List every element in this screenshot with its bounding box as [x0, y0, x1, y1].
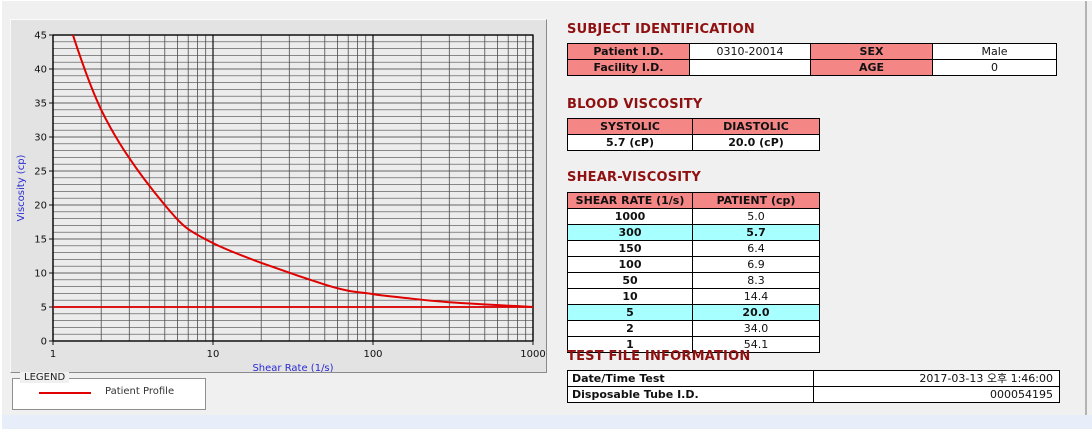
test-info-label: Date/Time Test [567, 370, 814, 387]
blood-viscosity-title: BLOOD VISCOSITY [567, 97, 703, 112]
legend-caption: LEGEND [20, 372, 70, 383]
shear-rate-cell: 300 [567, 224, 693, 241]
subject-row: Facility I.D. AGE 0 [567, 59, 1057, 76]
chart-panel: 0 5 10 15 20 25 30 35 40 45 1 10 100 1000 Shear Rate (… [10, 19, 547, 373]
svg-text:Viscosity (cp): Viscosity (cp) [16, 154, 27, 221]
shear-rate-cell: 50 [567, 272, 693, 289]
shear-rate-cell: 2 [567, 320, 693, 337]
patient-profile-line-swatch [39, 392, 91, 394]
patient-viscosity-cell: 6.4 [692, 240, 820, 257]
legend-box: LEGEND Patient Profile [12, 372, 206, 410]
patient-viscosity-cell: 5.7 [692, 224, 820, 241]
svg-text:1: 1 [50, 349, 56, 360]
field-value [689, 59, 811, 76]
svg-text:25: 25 [34, 167, 47, 178]
field-label: Facility I.D. [567, 59, 690, 76]
shear-viscosity-chart: 0 5 10 15 20 25 30 35 40 45 1 10 100 1000 Shear Rate (… [11, 20, 546, 373]
subject-identification-table: Patient I.D. 0310-20014 SEX Male Facility I.… [567, 43, 1057, 76]
shear-viscosity-title: SHEAR-VISCOSITY [567, 170, 701, 185]
shear-viscosity-table: SHEAR RATE (1/s) PATIENT (cp) 1000 5.0 300 5… [567, 192, 820, 353]
shear-column-header: SHEAR RATE (1/s) [567, 192, 693, 209]
shear-table-row: 100 6.9 [567, 256, 820, 273]
patient-viscosity-cell: 8.3 [692, 272, 820, 289]
svg-text:40: 40 [34, 65, 47, 76]
patient-viscosity-cell: 54.1 [692, 336, 820, 353]
field-value: Male [932, 43, 1057, 60]
shear-column-header: PATIENT (cp) [692, 192, 820, 209]
blood-viscosity-value: 20.0 (cP) [692, 134, 820, 151]
legend-series-label: Patient Profile [105, 386, 175, 397]
svg-text:45: 45 [34, 31, 47, 42]
subject-row: Patient I.D. 0310-20014 SEX Male [567, 43, 1057, 60]
svg-text:10: 10 [34, 269, 47, 280]
test-file-information-title: TEST FILE INFORMATION [567, 349, 751, 364]
patient-viscosity-cell: 34.0 [692, 320, 820, 337]
blood-value-row: 5.7 (cP) 20.0 (cP) [567, 134, 820, 151]
test-info-row: Disposable Tube I.D. 000054195 [567, 386, 1060, 403]
test-file-information-table: Date/Time Test 2017-03-13 오후 1:46:00 Dispo… [567, 370, 1060, 403]
svg-text:30: 30 [34, 133, 47, 144]
shear-table-row: 50 8.3 [567, 272, 820, 289]
svg-text:5: 5 [41, 303, 47, 314]
blood-viscosity-value: 5.7 (cP) [567, 134, 693, 151]
shear-header-row: SHEAR RATE (1/s) PATIENT (cp) [567, 192, 820, 209]
field-value: 0310-20014 [689, 43, 811, 60]
svg-text:20: 20 [34, 201, 47, 212]
test-info-value: 2017-03-13 오후 1:46:00 [813, 370, 1060, 387]
field-label: Patient I.D. [567, 43, 690, 60]
svg-text:Shear Rate (1/s): Shear Rate (1/s) [252, 363, 333, 372]
shear-table-row: 10 14.4 [567, 288, 820, 305]
svg-text:1000: 1000 [520, 349, 545, 360]
test-info-value: 000054195 [813, 386, 1060, 403]
shear-rate-cell: 150 [567, 240, 693, 257]
shear-table-row: 2 34.0 [567, 320, 820, 337]
subject-identification-title: SUBJECT IDENTIFICATION [567, 22, 755, 37]
test-info-label: Disposable Tube I.D. [567, 386, 814, 403]
footer-strip [2, 415, 1092, 429]
svg-text:100: 100 [363, 349, 382, 360]
svg-text:0: 0 [41, 337, 47, 348]
svg-text:15: 15 [34, 235, 47, 246]
window-right-edge [1085, 1, 1087, 415]
patient-viscosity-cell: 6.9 [692, 256, 820, 273]
patient-viscosity-cell: 14.4 [692, 288, 820, 305]
field-label: SEX [810, 43, 933, 60]
shear-table-row: 150 6.4 [567, 240, 820, 257]
shear-table-row: 1 54.1 [567, 336, 820, 353]
shear-table-row: 300 5.7 [567, 224, 820, 241]
blood-column-header: SYSTOLIC [567, 118, 693, 135]
blood-viscosity-table: SYSTOLIC DIASTOLIC 5.7 (cP) 20.0 (cP) [567, 118, 820, 151]
shear-rate-cell: 100 [567, 256, 693, 273]
patient-viscosity-cell: 5.0 [692, 208, 820, 225]
svg-text:35: 35 [34, 99, 47, 110]
shear-rate-cell: 1000 [567, 208, 693, 225]
field-value: 0 [932, 59, 1057, 76]
shear-table-row: 1000 5.0 [567, 208, 820, 225]
blood-column-header: DIASTOLIC [692, 118, 820, 135]
shear-rate-cell: 5 [567, 304, 693, 321]
svg-text:10: 10 [207, 349, 220, 360]
shear-rate-cell: 10 [567, 288, 693, 305]
patient-viscosity-cell: 20.0 [692, 304, 820, 321]
shear-table-row: 5 20.0 [567, 304, 820, 321]
blood-header-row: SYSTOLIC DIASTOLIC [567, 118, 820, 135]
test-info-row: Date/Time Test 2017-03-13 오후 1:46:00 [567, 370, 1060, 387]
field-label: AGE [810, 59, 933, 76]
